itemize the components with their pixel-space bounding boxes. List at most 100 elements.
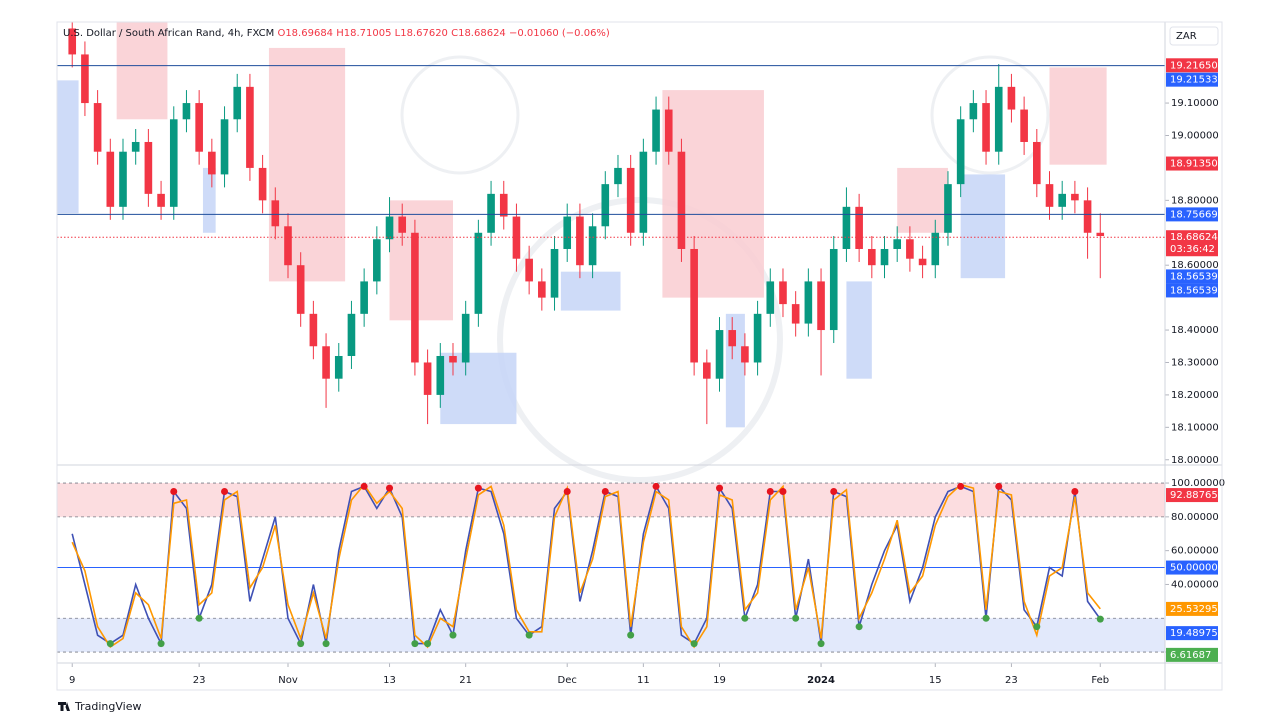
candle-body bbox=[741, 346, 749, 363]
candle-body bbox=[1083, 200, 1092, 233]
price-tag bbox=[1166, 58, 1218, 73]
candle-body bbox=[664, 109, 673, 152]
extreme-dot bbox=[106, 640, 114, 648]
candle-body bbox=[449, 355, 457, 363]
candle-body bbox=[982, 103, 990, 152]
extreme-dot bbox=[322, 640, 330, 648]
price-tag bbox=[1166, 72, 1218, 87]
candle-body bbox=[753, 313, 762, 363]
ohlc-values: O18.69684 H18.71005 L18.67620 C18.68624 … bbox=[277, 28, 609, 39]
zone bbox=[202, 167, 216, 233]
price-tag-label: 19.48975 bbox=[1170, 628, 1218, 639]
candle-body bbox=[68, 28, 77, 55]
candle-body bbox=[842, 206, 851, 249]
price-tag bbox=[1166, 230, 1218, 257]
extreme-dot bbox=[817, 640, 825, 648]
watermark bbox=[930, 55, 1050, 175]
extreme-dot bbox=[297, 640, 305, 648]
extreme-dot bbox=[525, 631, 533, 639]
price-tag bbox=[1166, 560, 1218, 575]
candle-body bbox=[1096, 232, 1105, 237]
candle-body bbox=[93, 103, 102, 152]
candle-body bbox=[614, 167, 622, 185]
extreme-dot bbox=[411, 640, 419, 648]
candle-body bbox=[766, 281, 775, 314]
price-tag bbox=[1166, 269, 1218, 284]
y-tick-label: 100.00000 bbox=[1171, 478, 1225, 489]
candle-body bbox=[411, 232, 419, 363]
y-tick-label: 40.00000 bbox=[1171, 579, 1219, 590]
price-tag-label: 25.53295 bbox=[1170, 604, 1218, 615]
extreme-dot bbox=[170, 488, 178, 496]
candle-body bbox=[1071, 193, 1079, 201]
candle-body bbox=[398, 216, 407, 233]
zone bbox=[662, 90, 764, 298]
x-tick-label: 13 bbox=[383, 675, 396, 686]
zone bbox=[440, 352, 517, 425]
candle-body bbox=[588, 226, 597, 266]
price-pane bbox=[57, 22, 1165, 428]
candle-body bbox=[868, 248, 876, 266]
extreme-dot bbox=[474, 484, 482, 492]
candle-body bbox=[550, 248, 559, 298]
extreme-dot bbox=[690, 640, 698, 648]
candle-body bbox=[829, 248, 838, 331]
x-tick-label: 2024 bbox=[807, 675, 835, 686]
band bbox=[57, 483, 1165, 517]
price-tag-label: 18.68624 bbox=[1170, 232, 1218, 243]
candle-body bbox=[1033, 141, 1041, 185]
candle-body bbox=[893, 239, 902, 249]
watermark bbox=[400, 55, 520, 175]
extreme-dot bbox=[766, 488, 774, 496]
candle-body bbox=[385, 216, 394, 240]
x-tick-label: Feb bbox=[1091, 675, 1109, 686]
candle-body bbox=[195, 103, 203, 152]
zone bbox=[116, 22, 168, 120]
candle-body bbox=[855, 206, 863, 249]
candle-body bbox=[639, 151, 648, 233]
price-tag-label: 18.56539 bbox=[1170, 285, 1218, 296]
zone bbox=[560, 271, 621, 311]
extreme-dot bbox=[449, 631, 457, 639]
extreme-dot bbox=[855, 623, 863, 631]
candle-body bbox=[284, 226, 292, 266]
candle-body bbox=[296, 265, 305, 314]
x-tick-label: 19 bbox=[713, 675, 726, 686]
currency-box[interactable] bbox=[1169, 26, 1219, 46]
candle-body bbox=[1007, 86, 1016, 110]
price-tag-label: 18.56539 bbox=[1170, 271, 1218, 282]
zone bbox=[960, 174, 1006, 279]
price-tag-label: 6.61687 bbox=[1170, 650, 1211, 661]
candle-body bbox=[817, 281, 825, 331]
candle-body bbox=[918, 258, 927, 266]
currency[interactable]: ZAR bbox=[1176, 31, 1197, 42]
extreme-dot bbox=[157, 640, 165, 648]
chart-header: U.S. Dollar / South African Rand, 4h, FX… bbox=[63, 28, 610, 39]
price-tag bbox=[1166, 156, 1218, 171]
price-tag-label: 19.21650 bbox=[1170, 60, 1218, 71]
candle-body bbox=[360, 281, 368, 314]
candle-body bbox=[157, 193, 165, 207]
band bbox=[57, 618, 1165, 653]
y-tick-label: 18.20000 bbox=[1171, 390, 1219, 401]
x-tick-label: 23 bbox=[193, 675, 206, 686]
candle-body bbox=[322, 346, 330, 379]
extreme-dot bbox=[1033, 623, 1041, 631]
candle-body bbox=[601, 184, 610, 227]
candle-body bbox=[499, 193, 508, 217]
candle-body bbox=[1058, 193, 1067, 207]
chart-title: U.S. Dollar / South African Rand, 4h, FX… bbox=[63, 28, 274, 39]
axes: 19.10000 19.00000 18.80000 18.60000 18.40000… bbox=[69, 58, 1225, 686]
extreme-dot bbox=[627, 631, 635, 639]
price-tag-label: 50.00000 bbox=[1170, 563, 1218, 574]
zone bbox=[57, 80, 79, 214]
candle-body bbox=[81, 54, 89, 104]
price-tag-label: 19.21533 bbox=[1170, 75, 1218, 86]
extreme-dot bbox=[195, 614, 203, 622]
candle-body bbox=[373, 239, 381, 282]
candle-body bbox=[626, 167, 635, 233]
y-tick-label: 19.10000 bbox=[1171, 98, 1219, 109]
y-tick-label: 18.60000 bbox=[1171, 260, 1219, 271]
extreme-dot bbox=[1071, 488, 1079, 496]
